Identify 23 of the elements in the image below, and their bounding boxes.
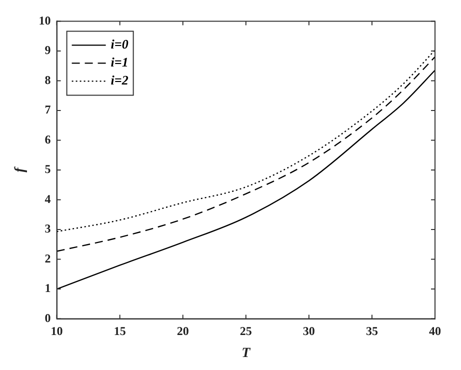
y-tick-label: 1 [44,281,51,296]
y-tick-label: 6 [44,132,51,146]
legend-label: i=1 [110,54,128,70]
y-tick-label: 10 [38,13,51,28]
y-tick-label: 9 [44,43,51,58]
x-tick-label: 30 [302,324,315,338]
y-tick-label: 7 [44,102,51,117]
y-tick-label: 0 [44,310,51,325]
y-tick-label: 5 [44,162,51,176]
x-tick-label: 15 [114,324,126,338]
y-axis-title: f [13,166,28,172]
x-tick-label: 20 [176,324,189,338]
y-tick-label: 2 [44,251,51,266]
line-series [56,70,435,290]
legend-label: i=0 [110,36,129,52]
x-tick-label: 40 [429,324,441,338]
y-tick-label: 3 [44,222,51,236]
y-tick-label: 4 [44,192,51,206]
x-tick-label: 35 [366,324,378,338]
y-tick-label: 8 [44,72,51,87]
x-tick-label: 25 [240,324,252,338]
legend-label: i=2 [110,72,129,88]
x-axis-title: T [242,346,252,362]
